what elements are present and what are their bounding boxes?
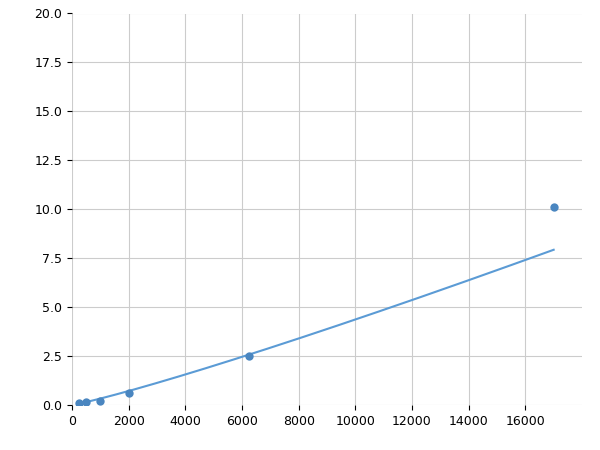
Point bbox=[95, 397, 105, 404]
Point bbox=[124, 390, 133, 397]
Point bbox=[244, 352, 254, 360]
Point bbox=[549, 204, 559, 211]
Point bbox=[74, 400, 84, 407]
Point bbox=[82, 398, 91, 405]
